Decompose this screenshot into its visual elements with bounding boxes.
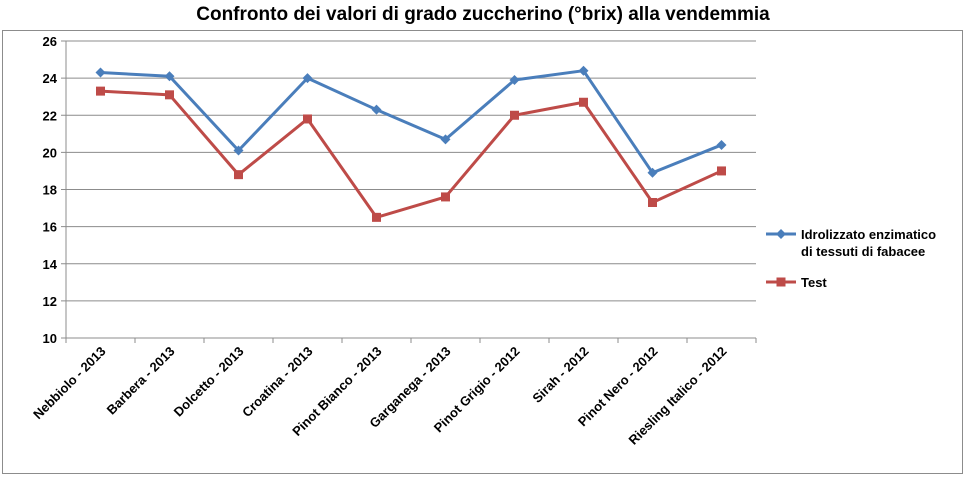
series-1-point: [509, 74, 520, 85]
y-tick-label: 20: [43, 145, 57, 160]
series-2-point: [441, 192, 450, 202]
y-tick-label: 14: [43, 257, 58, 272]
series-1-point: [716, 139, 727, 150]
y-tick-label: 24: [43, 71, 58, 86]
series-2-point: [303, 114, 312, 124]
series-1-point: [578, 65, 589, 76]
x-tick-label: Nebbiolo - 2013: [30, 344, 109, 423]
y-tick-label: 12: [43, 294, 57, 309]
series-1-point: [371, 104, 382, 115]
x-tick-label: Dolcetto - 2013: [171, 344, 247, 420]
y-tick-label: 16: [43, 220, 57, 235]
series-2-point: [96, 86, 105, 96]
chart-title: Confronto dei valori di grado zuccherino…: [196, 4, 770, 25]
series-1-point: [302, 73, 313, 84]
chart-frame: [2, 30, 963, 474]
series-2-point: [234, 170, 243, 180]
y-tick-label: 22: [43, 108, 57, 123]
y-tick-label: 26: [43, 34, 57, 49]
series-2-point: [510, 110, 519, 120]
y-tick-label: 18: [43, 183, 57, 198]
y-tick-label: 10: [43, 331, 57, 346]
legend-label: di tessuti di fabacee: [801, 244, 925, 259]
x-tick-label: Sirah - 2012: [529, 344, 591, 406]
series-2-point: [372, 212, 381, 222]
legend-marker: [776, 229, 786, 239]
legend-marker: [776, 277, 786, 287]
series-1-point: [164, 71, 175, 82]
series-1-point: [440, 134, 451, 145]
series-2-point: [648, 197, 657, 207]
x-tick-label: Barbera - 2013: [104, 344, 178, 418]
series-line-1: [100, 69, 723, 175]
series-1-point: [647, 167, 658, 178]
series-2-point: [579, 97, 588, 107]
series-1-point: [233, 145, 244, 156]
legend-label: Test: [801, 275, 827, 290]
series-1-point: [95, 67, 106, 78]
series-2-point: [165, 90, 174, 100]
series-2-point: [717, 166, 726, 176]
series-line-2: [100, 89, 723, 219]
legend-label: Idrolizzato enzimatico: [801, 227, 936, 242]
x-tick-label: Croatina - 2013: [239, 344, 316, 421]
